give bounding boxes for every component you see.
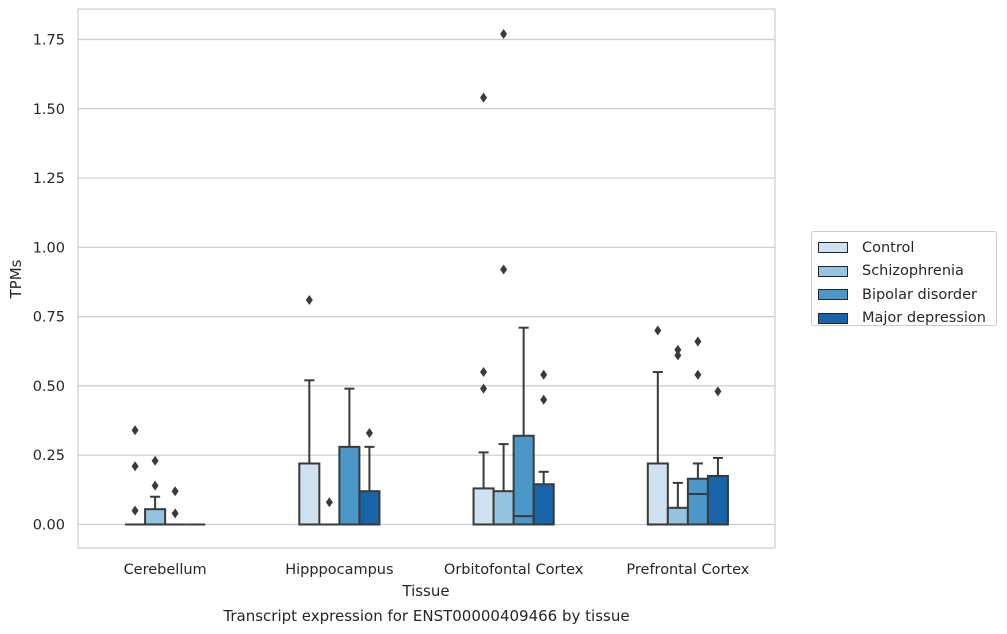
box — [144, 508, 167, 526]
outlier-point — [171, 508, 179, 519]
y-tick-label: 0.50 — [33, 379, 65, 395]
outlier-point — [131, 505, 139, 516]
outlier-point — [480, 367, 488, 378]
box — [472, 487, 495, 526]
outlier-point — [151, 455, 159, 466]
y-tick-label: 1.75 — [33, 32, 65, 48]
legend-swatch — [818, 312, 848, 324]
outlier-point — [480, 92, 488, 103]
x-tick-label: Prefrontal Cortex — [626, 562, 749, 578]
x-tick-label: Orbitofontal Cortex — [444, 562, 584, 578]
outlier-point — [171, 486, 179, 497]
outlier-point — [305, 294, 313, 305]
legend-item-schizophrenia: Schizophrenia — [818, 260, 996, 284]
x-tick-label: Hipppocampus — [285, 562, 393, 578]
y-tick-label: 1.00 — [33, 240, 65, 256]
outlier-point — [714, 386, 722, 397]
legend-swatch — [818, 265, 848, 277]
legend-label: Control — [862, 239, 915, 256]
x-tick-label: Cerebellum — [124, 562, 207, 578]
x-axis-label: Tissue — [401, 582, 449, 600]
y-tick-label: 0.00 — [33, 517, 65, 533]
box — [646, 462, 669, 526]
outlier-point — [151, 480, 159, 491]
y-tick-label: 1.25 — [33, 171, 65, 187]
outlier-point — [500, 28, 508, 39]
outlier-point — [540, 369, 548, 380]
outlier-point — [365, 427, 373, 438]
boxes — [125, 326, 729, 526]
box — [358, 490, 381, 526]
legend-label: Major depression — [862, 310, 986, 327]
outlier-point — [131, 425, 139, 436]
box — [686, 477, 709, 526]
outlier-point — [540, 394, 548, 405]
legend-item-control: Control — [818, 236, 996, 260]
legend: Control Schizophrenia Bipolar disorder M… — [811, 231, 997, 326]
outlier-point — [500, 264, 508, 275]
outlier-point — [674, 344, 682, 355]
legend-swatch — [818, 289, 848, 301]
legend-label: Schizophrenia — [862, 263, 964, 280]
legend-item-bipolar-disorder: Bipolar disorder — [818, 283, 996, 307]
outlier-point — [694, 336, 702, 347]
y-tick-label: 0.25 — [33, 448, 65, 464]
legend-swatch — [818, 242, 848, 254]
outlier-point — [480, 383, 488, 394]
box — [298, 462, 321, 526]
outlier-point — [131, 461, 139, 472]
box — [706, 474, 729, 526]
y-tick-label: 0.75 — [33, 310, 65, 326]
outlier-point — [694, 369, 702, 380]
outlier-point — [325, 497, 333, 508]
plot-frame — [77, 8, 776, 549]
legend-item-major-depression: Major depression — [818, 307, 996, 331]
x-tick-labels: Cerebellum Hipppocampus Orbitofontal Corte… — [124, 562, 750, 578]
y-tick-labels: 0.00 0.25 0.50 0.75 1.00 1.25 1.50 1.75 — [33, 32, 65, 533]
legend-label: Bipolar disorder — [862, 286, 977, 303]
outlier-point — [654, 325, 662, 336]
y-axis-label: TPMs — [7, 259, 25, 299]
y-tick-label: 1.50 — [33, 102, 65, 118]
box — [666, 506, 689, 526]
grid-lines — [78, 38, 775, 526]
outlier-point — [674, 350, 682, 361]
box — [532, 483, 555, 526]
box — [492, 490, 515, 526]
box — [338, 445, 361, 526]
box — [512, 434, 535, 526]
chart-caption: Transcript expression for ENST0000040946… — [223, 607, 630, 625]
outliers — [131, 28, 722, 519]
